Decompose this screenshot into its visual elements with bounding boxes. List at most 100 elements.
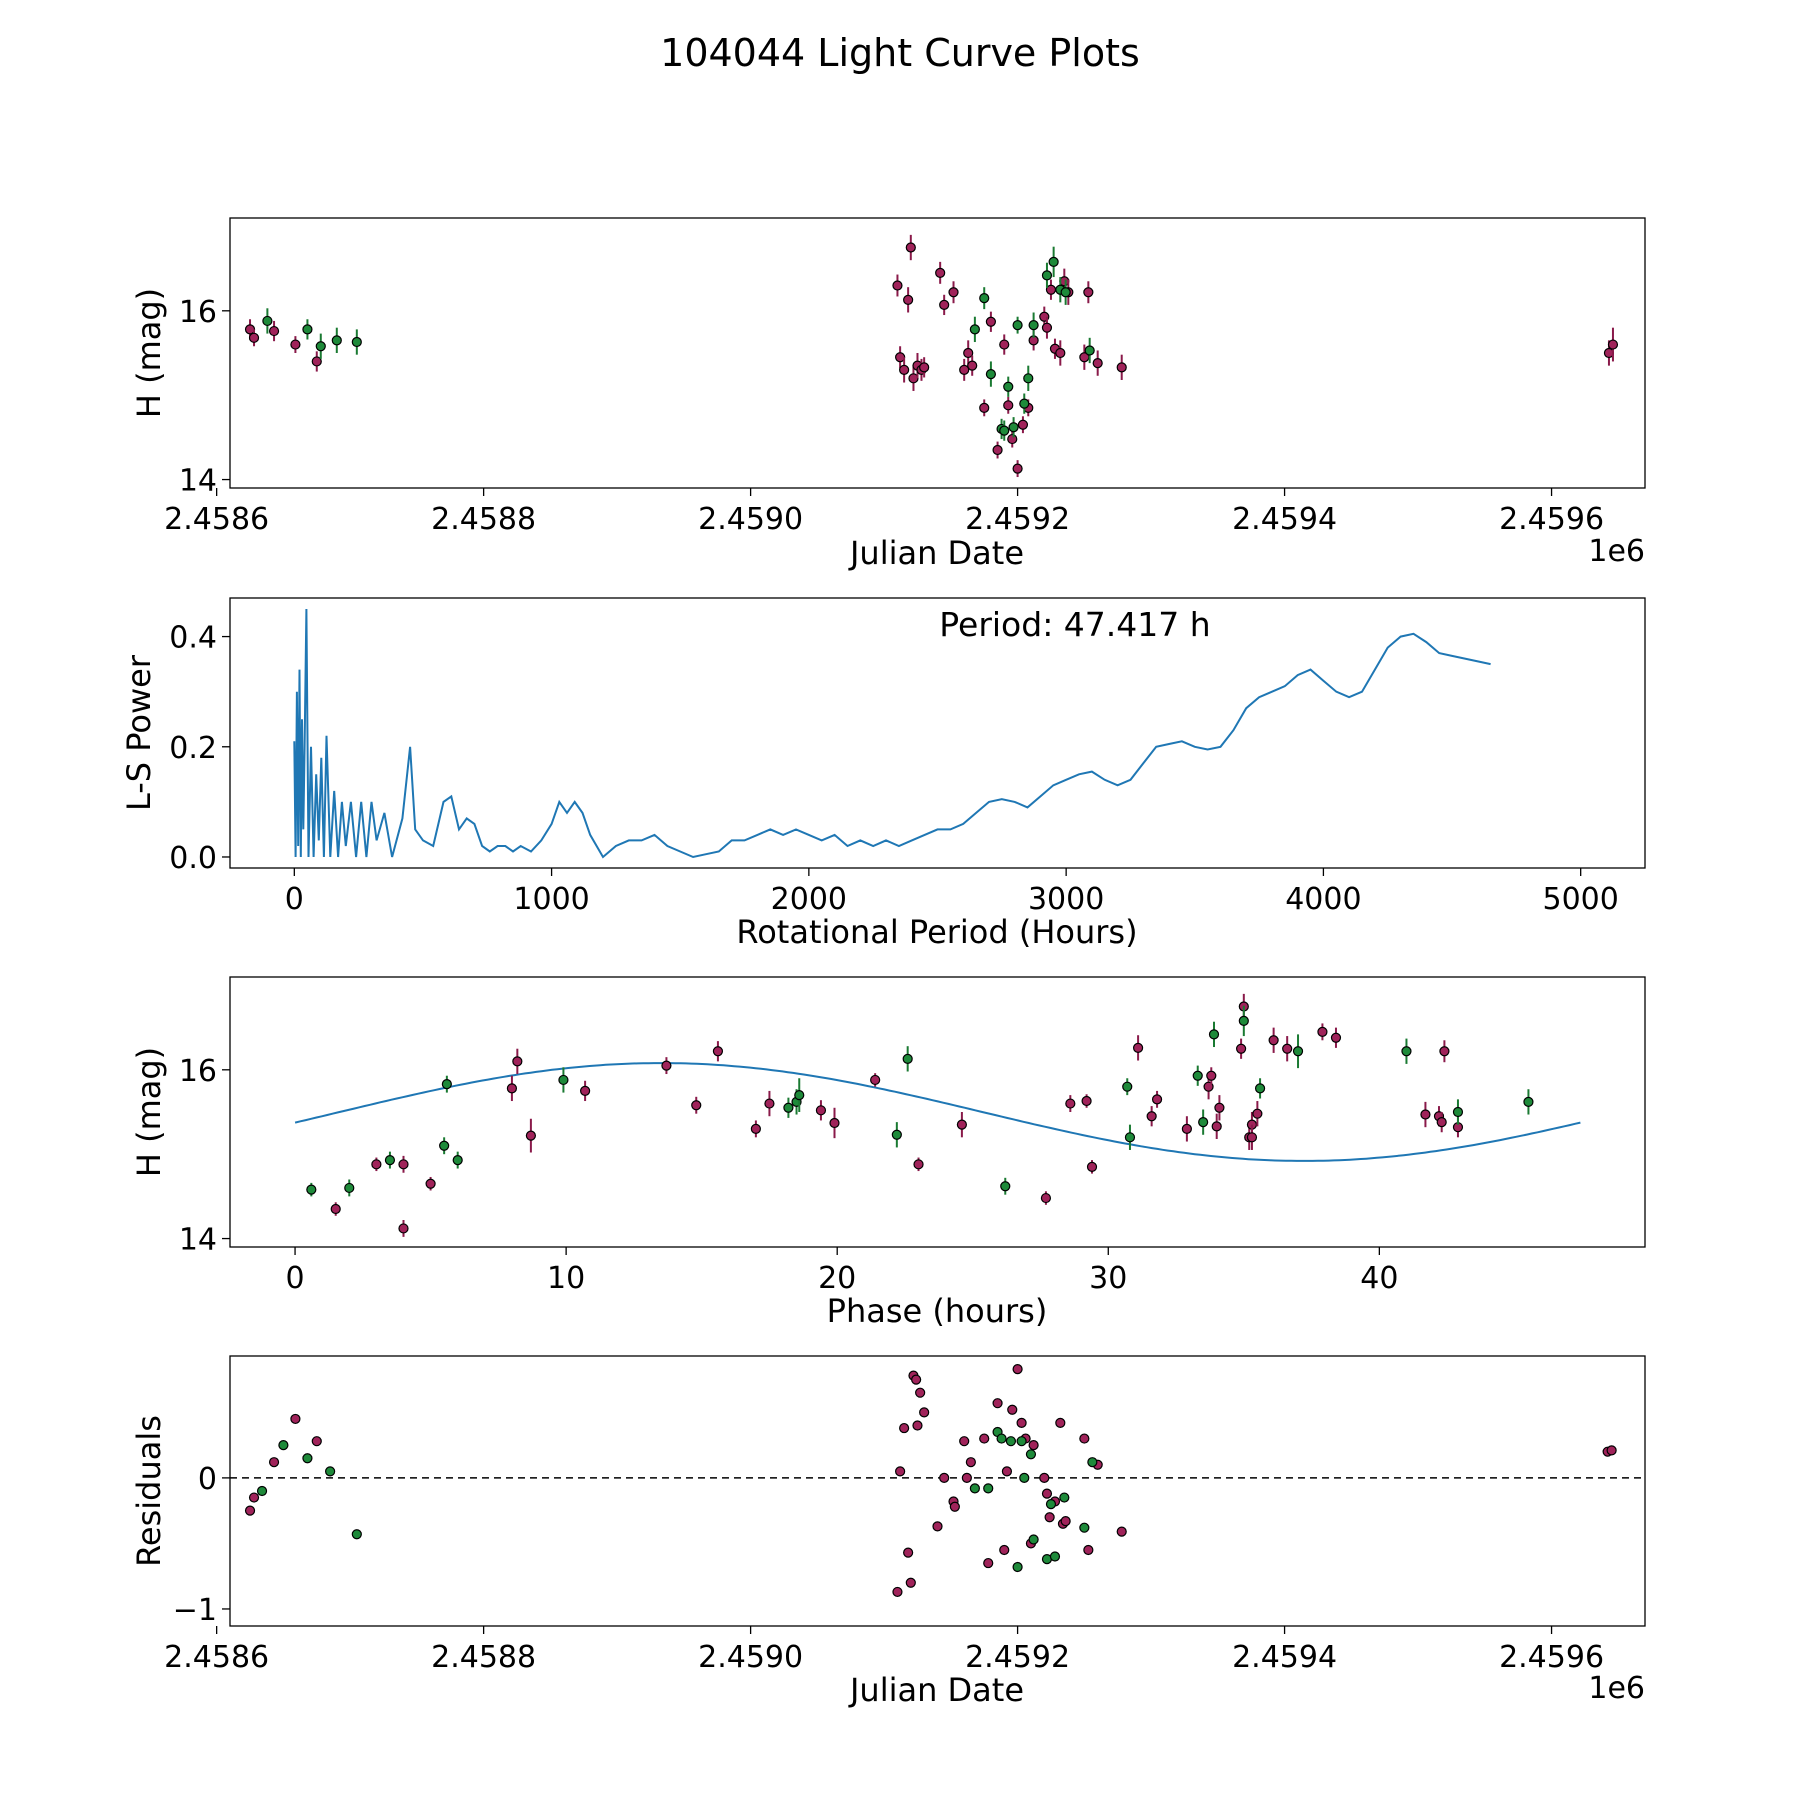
residuals-ytick-label: 0 <box>198 1462 217 1497</box>
residuals-point-maroon <box>999 1544 1010 1556</box>
lightcurve-point-maroon <box>1083 287 1094 298</box>
phase-point-green <box>452 1154 463 1166</box>
phase-point-maroon <box>829 1117 840 1129</box>
phase-xlabel: Phase (hours) <box>827 1292 1048 1330</box>
phase-point-maroon <box>1436 1117 1447 1128</box>
phase-point-green <box>384 1154 396 1166</box>
lightcurve-xtick-label: 2.4586 <box>164 502 269 537</box>
lightcurve-point-green <box>969 324 980 335</box>
phase-point-maroon <box>1065 1098 1076 1109</box>
phase-point-green <box>1192 1070 1203 1081</box>
residuals-point-maroon <box>919 1407 930 1418</box>
phase-point-maroon <box>398 1159 409 1170</box>
phase-point-maroon <box>1420 1109 1431 1120</box>
residuals-point-maroon <box>905 1577 916 1588</box>
residuals-point-maroon <box>965 1457 976 1468</box>
phase-point-green <box>902 1053 913 1064</box>
residuals-point-green <box>1045 1499 1057 1510</box>
residuals-xtick-label: 2.4596 <box>1499 1640 1604 1675</box>
lightcurve-offset-label: 1e6 <box>1588 534 1645 569</box>
periodogram-ytick-label: 0.0 <box>169 841 217 876</box>
lightcurve-point-green <box>315 341 326 352</box>
phase-point-maroon <box>1206 1070 1217 1081</box>
residuals-point-green <box>983 1483 994 1494</box>
phase-point-maroon <box>1151 1094 1163 1105</box>
phase-ytick-label: 16 <box>179 1054 217 1089</box>
phase-point-green <box>441 1079 452 1090</box>
panel-lightcurve: 2.4586 2.4588 2.4590 2.4592 2.4594 2.4596 14 16… <box>130 217 1646 572</box>
residuals-point-green <box>1025 1449 1037 1460</box>
periodogram-axes-frame <box>229 597 1646 869</box>
periodogram-xtick-label: 3000 <box>1028 882 1104 917</box>
residuals-point-maroon <box>244 1505 256 1516</box>
phase-point-maroon <box>330 1203 341 1215</box>
panel-periodogram: 0 1000 2000 3000 4000 5000 0.0 0.2 0.4 Period: 4… <box>120 597 1646 951</box>
lightcurve-point-maroon <box>905 242 916 253</box>
lightcurve-ytick-label: 16 <box>179 295 217 330</box>
lightcurve-point-green <box>1060 287 1071 298</box>
residuals-point-maroon <box>1044 1512 1055 1523</box>
residuals-point-maroon <box>911 1374 922 1385</box>
phase-point-maroon <box>764 1098 775 1109</box>
lightcurve-ylabel: H (mag) <box>130 288 168 418</box>
residuals-point-maroon <box>1083 1544 1094 1556</box>
lightcurve-point-maroon <box>1007 433 1018 445</box>
residuals-axes-frame <box>229 1355 1646 1627</box>
periodogram-xtick-label: 0 <box>285 882 304 917</box>
phase-marks <box>294 993 1581 1237</box>
phase-point-maroon <box>371 1159 382 1170</box>
lightcurve-point-green <box>985 368 996 380</box>
periodogram-ylabel: L-S Power <box>120 654 158 811</box>
lightcurve-point-maroon <box>899 364 910 375</box>
lightcurve-point-green <box>1084 345 1095 356</box>
residuals-point-maroon <box>248 1492 260 1503</box>
phase-xtick-label: 30 <box>1089 1261 1127 1296</box>
phase-point-green <box>1208 1029 1220 1040</box>
phase-point-maroon <box>661 1060 672 1071</box>
phase-point-maroon <box>1146 1111 1157 1122</box>
phase-point-maroon <box>1132 1042 1144 1053</box>
lightcurve-point-green <box>331 335 342 346</box>
periodogram-ticks: 0 1000 2000 3000 4000 5000 0.0 0.2 0.4 <box>169 621 1619 917</box>
phase-point-green <box>1238 1015 1249 1026</box>
lightcurve-ticks: 2.4586 2.4588 2.4590 2.4592 2.4594 2.4596 14 16 <box>164 295 1604 537</box>
lightcurve-point-green <box>1048 256 1059 267</box>
lightcurve-point-maroon <box>1607 339 1619 350</box>
phase-point-maroon <box>1236 1043 1247 1054</box>
residuals-point-maroon <box>892 1586 903 1598</box>
residuals-point-green <box>1087 1457 1098 1468</box>
residuals-point-maroon <box>1039 1472 1050 1483</box>
lightcurve-point-green <box>1008 422 1019 433</box>
residuals-ticks: 2.4586 2.4588 2.4590 2.4592 2.4594 2.4596 −1 0 <box>164 1462 1604 1675</box>
residuals-point-green <box>278 1440 289 1451</box>
residuals-point-maroon <box>1055 1417 1066 1428</box>
lightcurve-point-maroon <box>939 299 950 311</box>
residuals-point-maroon <box>979 1433 990 1444</box>
residuals-point-maroon <box>1079 1433 1090 1444</box>
phase-model-curve <box>294 1062 1581 1162</box>
periodogram-ytick-label: 0.2 <box>169 731 217 766</box>
phase-point-green <box>794 1090 805 1101</box>
lightcurve-point-green <box>1019 398 1030 409</box>
phase-point-maroon <box>506 1083 518 1094</box>
lightcurve-point-maroon <box>985 316 996 327</box>
residuals-point-maroon <box>949 1501 960 1512</box>
periodogram-xtick-label: 4000 <box>1285 882 1361 917</box>
phase-ytick-label: 14 <box>179 1223 217 1258</box>
lightcurve-point-maroon <box>935 267 946 278</box>
phase-point-maroon <box>913 1159 924 1170</box>
residuals-point-maroon <box>912 1420 923 1431</box>
residuals-point-maroon <box>1116 1526 1127 1537</box>
residuals-point-maroon <box>268 1457 280 1468</box>
residuals-point-maroon <box>903 1547 914 1558</box>
phase-point-maroon <box>1330 1032 1342 1043</box>
lightcurve-xlabel: Julian Date <box>848 534 1024 572</box>
lightcurve-point-maroon <box>963 347 974 359</box>
periodogram-xtick-label: 5000 <box>1543 882 1619 917</box>
lightcurve-point-maroon <box>248 332 260 343</box>
period-annotation: Period: 47.417 h <box>939 605 1210 644</box>
lightcurve-point-maroon <box>1041 322 1053 333</box>
residuals-xtick-label: 2.4590 <box>698 1640 803 1675</box>
phase-ylabel: H (mag) <box>130 1047 168 1177</box>
panel-residuals: 2.4586 2.4588 2.4590 2.4592 2.4594 2.4596−10 … <box>130 1355 1646 1709</box>
